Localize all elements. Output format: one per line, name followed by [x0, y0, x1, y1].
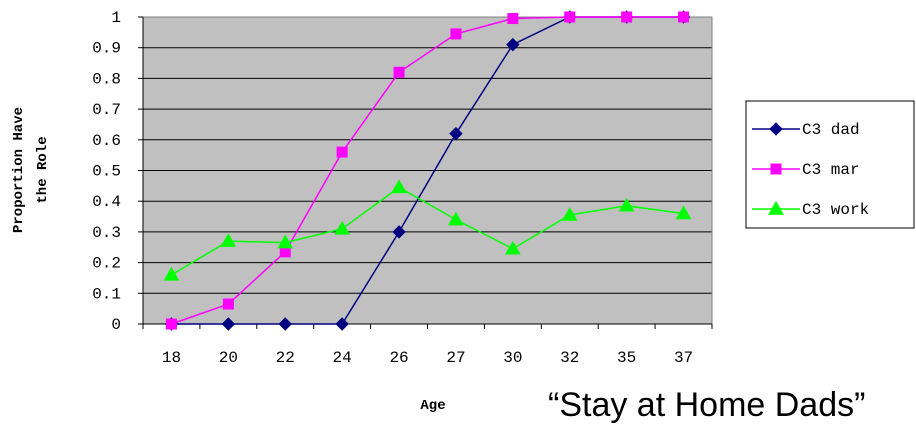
legend-marker [770, 163, 782, 175]
x-tick-label: 24 [333, 349, 352, 367]
y-tick-label: 0.2 [92, 255, 121, 273]
data-point [450, 28, 462, 40]
data-point [220, 233, 237, 247]
data-point [448, 211, 464, 226]
legend-item: C3 dad [752, 121, 860, 139]
y-axis-ticks: 0 0.1 0.2 0.3 0.4 0.5 0.6 0.7 0.8 0.9 1 [92, 9, 143, 334]
legend-label: C3 mar [802, 161, 860, 179]
x-tick-label: 20 [219, 349, 238, 367]
data-point [564, 11, 576, 23]
y-tick-label: 0.3 [92, 224, 121, 242]
y-axis-title-line-2: the Role [35, 136, 51, 203]
data-point [504, 240, 521, 255]
x-tick-label: 26 [389, 349, 408, 367]
data-point [678, 11, 690, 23]
legend-item: C3 work [752, 200, 869, 219]
series-c3-mar [165, 11, 690, 330]
data-point [278, 317, 292, 331]
x-tick-label: 35 [617, 349, 636, 367]
slide-caption: “Stay at Home Dads” [548, 386, 866, 424]
data-point [335, 317, 349, 331]
x-tick-label: 22 [276, 349, 295, 367]
legend-item: C3 mar [752, 161, 860, 179]
data-point [561, 207, 578, 221]
data-point [165, 318, 177, 330]
y-tick-label: 0.9 [92, 40, 121, 58]
legend-marker [768, 200, 784, 215]
series-line [171, 16, 684, 325]
series-layer [163, 10, 692, 331]
series-line [171, 186, 684, 276]
x-tick-label: 27 [446, 349, 465, 367]
y-tick-label: 0.7 [92, 101, 121, 119]
data-point [222, 298, 234, 310]
y-tick-label: 0.5 [92, 163, 121, 181]
x-axis-ticks: 18 20 22 24 26 27 30 32 35 37 [142, 324, 713, 367]
data-point [618, 197, 635, 212]
y-tick-label: 0.6 [92, 132, 121, 150]
data-point [393, 66, 405, 78]
x-tick-label: 32 [560, 349, 579, 367]
data-point [391, 179, 407, 194]
data-point [675, 205, 692, 220]
legend: C3 dad C3 mar C3 work [745, 100, 915, 229]
data-point [392, 225, 406, 239]
y-tick-label: 0.4 [92, 193, 121, 211]
legend-label: C3 work [802, 201, 869, 219]
data-point [336, 146, 348, 158]
data-point [621, 11, 633, 23]
y-tick-label: 0.8 [92, 70, 121, 88]
legend-label: C3 dad [802, 121, 860, 139]
data-point [163, 266, 180, 281]
series-c3-work [163, 179, 692, 281]
data-point [506, 37, 520, 52]
y-axis-title: Proportion Have the Role [11, 107, 51, 233]
x-axis-title: Age [420, 398, 445, 414]
data-point [221, 317, 236, 331]
y-axis-title-line-1: Proportion Have [11, 107, 27, 233]
data-point [449, 126, 463, 141]
y-tick-label: 0.1 [92, 285, 121, 303]
legend-marker [769, 122, 783, 136]
data-point [277, 234, 294, 249]
y-tick-label: 1 [111, 9, 121, 27]
x-tick-label: 18 [162, 349, 181, 367]
x-tick-label: 30 [503, 349, 522, 367]
data-point [334, 220, 351, 235]
data-point [507, 13, 519, 25]
x-tick-label: 37 [674, 349, 693, 367]
y-tick-label: 0 [111, 316, 121, 334]
